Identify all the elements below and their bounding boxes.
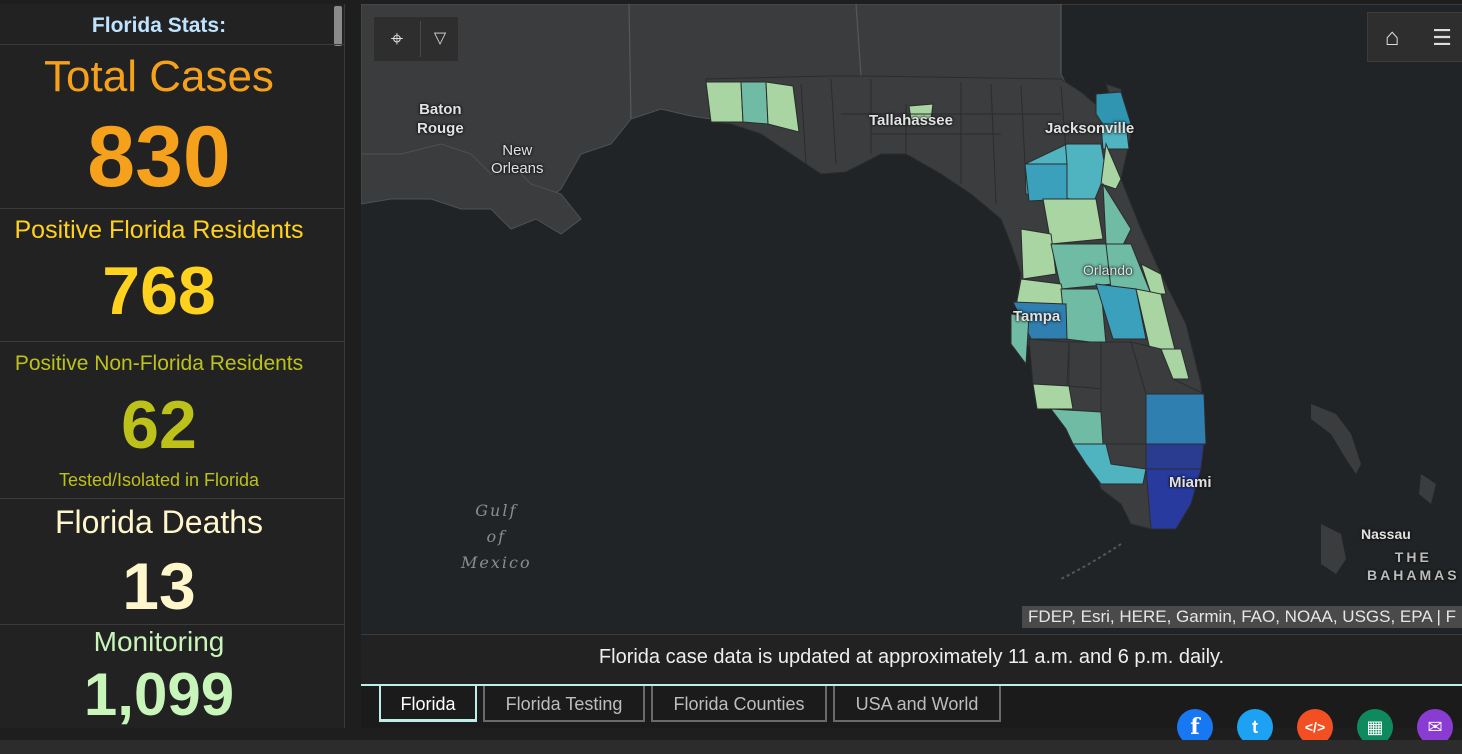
home-icon[interactable]: ⌂ xyxy=(1384,24,1400,51)
positive-non-residents-value: 62 xyxy=(121,387,197,463)
update-notice: Florida case data is updated at approxim… xyxy=(361,634,1462,685)
email-icon[interactable]: ✉ xyxy=(1417,709,1453,745)
deaths-value: 13 xyxy=(122,549,196,623)
label-bahamas: THE BAHAMAS xyxy=(1367,549,1460,583)
positive-non-residents-sublabel: Tested/Isolated in Florida xyxy=(58,470,260,490)
florida-stats-panel: Florida Stats: Total Cases 830 Positive … xyxy=(0,4,345,728)
label-baton-rouge: Baton Rouge xyxy=(417,101,464,137)
qr-code-icon[interactable]: ▦ xyxy=(1357,709,1393,745)
divider xyxy=(0,341,344,342)
positive-non-residents-label: Positive Non-Florida Residents xyxy=(14,352,304,375)
chevron-down-icon[interactable]: ▽ xyxy=(433,30,447,47)
map-selection-toolbar: ⌖ ▽ xyxy=(373,16,459,62)
label-orlando: Orlando xyxy=(1083,262,1133,278)
tab-florida[interactable]: Florida xyxy=(379,686,477,722)
divider xyxy=(0,208,344,209)
select-cursor-icon[interactable]: ⌖ xyxy=(390,26,404,51)
positive-residents-value: 768 xyxy=(102,253,216,329)
label-miami: Miami xyxy=(1169,474,1212,491)
divider xyxy=(0,44,344,45)
embed-code-icon[interactable]: </> xyxy=(1297,709,1333,745)
florida-map[interactable]: ⌖ ▽ ⌂ ☰ Baton Rouge New Orleans Tallahas… xyxy=(361,4,1462,634)
deaths-label: Florida Deaths xyxy=(54,504,264,540)
facebook-icon[interactable]: f xyxy=(1177,709,1213,745)
stats-scrollbar[interactable] xyxy=(334,6,342,46)
label-jacksonville: Jacksonville xyxy=(1045,120,1135,137)
label-nassau: Nassau xyxy=(1361,526,1411,542)
total-cases-value: 830 xyxy=(87,109,231,205)
monitoring-value: 1,099 xyxy=(83,661,235,728)
positive-residents-label: Positive Florida Residents xyxy=(14,216,304,244)
divider xyxy=(0,624,344,625)
tab-florida-counties[interactable]: Florida Counties xyxy=(651,686,827,722)
label-tampa: Tampa xyxy=(1013,308,1061,325)
map-view-toolbar: ⌂ ☰ xyxy=(1367,12,1462,62)
label-tallahassee: Tallahassee xyxy=(869,112,953,129)
map-canvas[interactable] xyxy=(361,4,1462,634)
twitter-icon[interactable]: t xyxy=(1237,709,1273,745)
tab-florida-testing[interactable]: Florida Testing xyxy=(483,686,645,722)
legend-list-icon[interactable]: ☰ xyxy=(1432,25,1452,50)
label-gulf-of-mexico: Gulf of Mexico xyxy=(461,501,532,572)
dashboard-tabs: Florida Florida Testing Florida Counties… xyxy=(361,684,1462,728)
bottom-strip xyxy=(0,740,1462,754)
divider xyxy=(0,498,344,499)
total-cases-label: Total Cases xyxy=(44,52,274,101)
stats-title: Florida Stats: xyxy=(91,14,227,37)
monitoring-label: Monitoring xyxy=(93,626,225,657)
toolbar-divider xyxy=(420,21,421,57)
label-new-orleans: New Orleans xyxy=(491,142,544,177)
map-attribution: FDEP, Esri, HERE, Garmin, FAO, NOAA, USG… xyxy=(1022,606,1462,628)
tab-usa-and-world[interactable]: USA and World xyxy=(833,686,1001,722)
